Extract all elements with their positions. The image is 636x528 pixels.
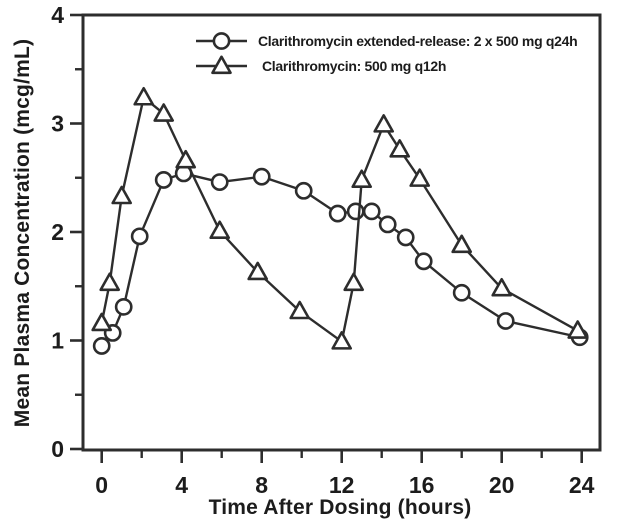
x-tick-label: 16 (409, 472, 435, 498)
triangle-marker (409, 168, 431, 187)
triangle-marker (133, 86, 154, 106)
triangle-marker (209, 220, 230, 240)
circle-marker (452, 283, 471, 302)
circle-marker (496, 312, 515, 330)
circle-marker (414, 252, 433, 271)
series-extended-release (92, 164, 589, 355)
legend: Clarithromycin extended-release: 2 x 500… (196, 32, 578, 75)
triangle-marker (331, 331, 353, 350)
y-tick-label: 2 (51, 219, 64, 245)
y-tick-label: 0 (51, 436, 64, 462)
legend-circle-marker (212, 32, 231, 50)
x-tick-label: 4 (175, 472, 188, 498)
circle-marker (154, 171, 173, 189)
series-immediate-release (91, 86, 589, 350)
triangle-marker (373, 114, 395, 133)
series-line (100, 96, 579, 343)
x-axis: 0 4 8 12 16 20 24 (95, 450, 595, 498)
x-tick-label: 12 (329, 472, 355, 498)
circle-marker (378, 215, 397, 234)
triangle-marker (111, 185, 132, 205)
x-tick-label: 8 (255, 472, 268, 498)
triangle-marker (99, 272, 120, 292)
circle-marker (210, 173, 229, 191)
triangle-marker (491, 277, 513, 297)
circle-marker (92, 337, 111, 355)
triangle-marker (91, 312, 112, 332)
circle-marker (294, 181, 313, 200)
circle-marker (396, 228, 415, 247)
triangle-marker (153, 103, 174, 122)
circle-marker (362, 202, 381, 221)
circle-marker (130, 227, 149, 246)
y-axis-title: Mean Plasma Concentration (mcg/mL) (11, 38, 34, 428)
legend-label: Clarithromycin: 500 mg q12h (262, 58, 446, 74)
triangle-marker (351, 169, 373, 189)
circle-marker (346, 202, 365, 221)
triangle-marker (389, 139, 411, 158)
circle-marker (328, 204, 347, 223)
y-tick-label: 3 (51, 111, 64, 137)
circle-marker (252, 167, 271, 186)
triangle-marker (175, 149, 196, 169)
x-tick-label: 24 (569, 472, 595, 498)
y-tick-label: 4 (51, 2, 64, 28)
y-tick-label: 1 (51, 328, 64, 354)
x-tick-label: 20 (489, 472, 515, 498)
legend-label: Clarithromycin extended-release: 2 x 500… (258, 33, 577, 49)
y-axis: 0 1 2 3 4 (51, 2, 83, 462)
x-axis-title: Time After Dosing (hours) (208, 496, 472, 519)
circle-marker (114, 297, 133, 316)
triangle-marker (289, 300, 311, 320)
triangle-marker (451, 234, 473, 254)
x-tick-label: 0 (95, 472, 108, 498)
triangle-marker (247, 261, 269, 281)
triangle-marker (567, 320, 589, 339)
legend-triangle-marker (211, 55, 232, 75)
triangle-marker (343, 272, 365, 292)
plot-frame (81, 13, 602, 452)
